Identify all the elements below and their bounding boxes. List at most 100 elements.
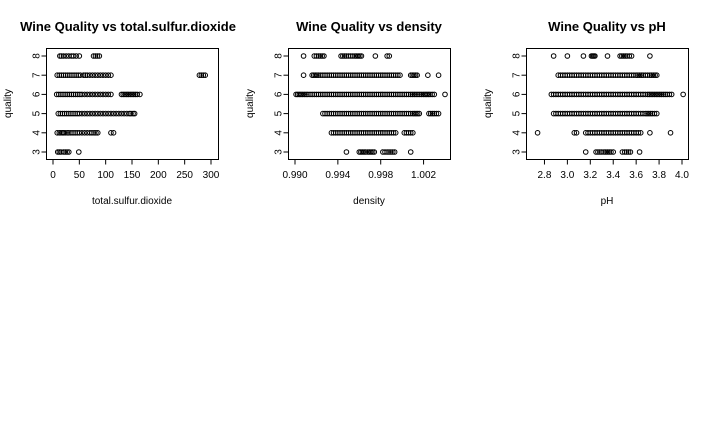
data-point <box>407 149 414 155</box>
data-point <box>534 130 541 136</box>
y-tick-label: 3 <box>512 149 523 155</box>
data-point <box>96 53 103 59</box>
data-point <box>108 110 114 117</box>
data-point <box>619 53 625 59</box>
y-tick-label: 6 <box>512 91 523 97</box>
data-point <box>626 53 633 59</box>
data-point <box>75 72 82 78</box>
data-point <box>395 72 401 78</box>
data-point <box>666 91 673 98</box>
data-point <box>388 149 394 155</box>
data-point <box>358 53 365 59</box>
data-point <box>637 130 644 136</box>
data-point <box>653 72 660 78</box>
data-point <box>202 72 209 78</box>
data-point <box>620 53 627 59</box>
x-tick-label: 3.6 <box>629 170 643 181</box>
data-point <box>644 110 650 117</box>
data-point <box>62 149 69 155</box>
data-points <box>293 53 448 155</box>
data-point <box>81 130 88 136</box>
data-point <box>110 130 117 136</box>
data-point <box>435 72 442 78</box>
data-point <box>384 149 390 155</box>
data-point <box>120 91 127 98</box>
data-point <box>137 91 143 98</box>
data-point <box>64 149 70 155</box>
data-point <box>361 149 367 155</box>
data-point <box>89 91 96 98</box>
y-tick-label: 8 <box>274 53 285 59</box>
y-axis-label: quality <box>245 89 256 118</box>
data-point <box>647 53 653 59</box>
data-point <box>652 72 658 78</box>
x-tick-label: 2.8 <box>538 170 552 181</box>
data-point <box>617 53 623 59</box>
data-point <box>100 91 106 98</box>
y-tick-label: 5 <box>512 110 523 116</box>
data-point <box>410 130 416 136</box>
data-point <box>73 53 79 59</box>
y-tick-label: 6 <box>32 91 43 97</box>
data-point <box>606 149 613 155</box>
data-point <box>97 72 104 78</box>
data-point <box>429 91 435 98</box>
data-point <box>649 91 656 98</box>
data-point <box>84 91 91 98</box>
data-point <box>130 91 137 98</box>
data-point <box>595 149 601 155</box>
data-point <box>392 130 399 136</box>
data-point <box>655 91 661 98</box>
data-point <box>134 91 141 98</box>
data-point <box>350 53 356 59</box>
x-tick-label: 50 <box>74 170 86 181</box>
data-point <box>128 110 134 117</box>
data-point <box>90 53 97 59</box>
data-point <box>198 72 205 78</box>
data-point <box>412 72 419 78</box>
data-point <box>97 110 104 117</box>
data-point <box>362 149 369 155</box>
data-point <box>646 91 653 98</box>
data-point <box>118 110 125 117</box>
data-point <box>94 130 101 136</box>
data-point <box>426 110 432 117</box>
data-point <box>76 149 82 155</box>
data-point <box>92 72 98 78</box>
data-point <box>100 72 106 78</box>
x-axis-label: total.sulfur.dioxide <box>92 196 172 207</box>
data-point <box>647 110 654 117</box>
data-point <box>660 91 667 98</box>
data-point <box>429 110 436 117</box>
y-tick-label: 7 <box>32 72 43 78</box>
data-point <box>656 91 663 98</box>
data-point <box>571 130 578 136</box>
x-tick-label: 300 <box>203 170 220 181</box>
data-point <box>631 72 637 78</box>
data-point <box>340 53 346 59</box>
data-point <box>80 72 87 78</box>
data-point <box>647 72 653 78</box>
x-tick-label: 0 <box>50 170 56 181</box>
data-point <box>386 149 392 155</box>
data-point <box>642 110 649 117</box>
data-point <box>368 149 374 155</box>
data-point <box>315 53 322 59</box>
data-point <box>118 91 125 98</box>
data-point <box>623 149 630 155</box>
x-tick-label: 3.4 <box>606 170 620 181</box>
data-point <box>564 53 571 59</box>
data-point <box>582 149 589 155</box>
data-point <box>300 72 307 78</box>
data-point <box>196 72 203 78</box>
data-point <box>608 149 614 155</box>
data-point <box>405 91 412 98</box>
data-point <box>341 53 348 59</box>
x-tick-label: 100 <box>97 170 114 181</box>
data-point <box>63 53 69 59</box>
data-point <box>648 72 655 78</box>
data-point <box>668 91 675 98</box>
data-point <box>425 72 431 78</box>
data-point <box>76 53 83 59</box>
data-point <box>397 72 403 78</box>
